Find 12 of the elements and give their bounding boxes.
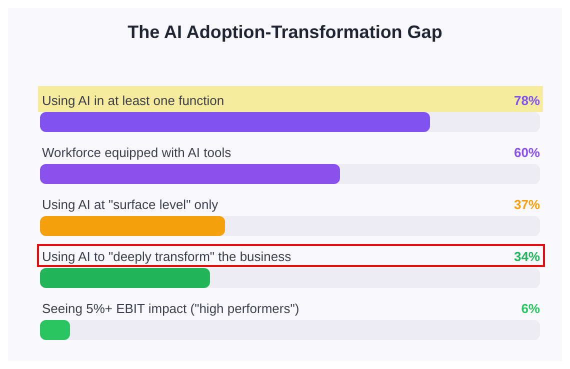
y-tick-label: Using AI at "surface level" only <box>42 197 219 212</box>
bar <box>40 320 70 340</box>
data-label: 78% <box>514 93 540 108</box>
chart-title: The AI Adoption-Transformation Gap <box>126 22 444 43</box>
data-label: 37% <box>514 197 540 212</box>
y-tick-label: Using AI to "deeply transform" the business <box>42 249 292 264</box>
data-label: 60% <box>514 145 540 160</box>
data-label: 6% <box>521 301 540 316</box>
y-tick-label: Using AI in at least one function <box>42 93 224 108</box>
y-tick-label: Workforce equipped with AI tools <box>42 145 232 160</box>
y-tick-label: Seeing 5%+ EBIT impact ("high performers") <box>42 301 300 316</box>
data-label: 34% <box>514 249 540 264</box>
